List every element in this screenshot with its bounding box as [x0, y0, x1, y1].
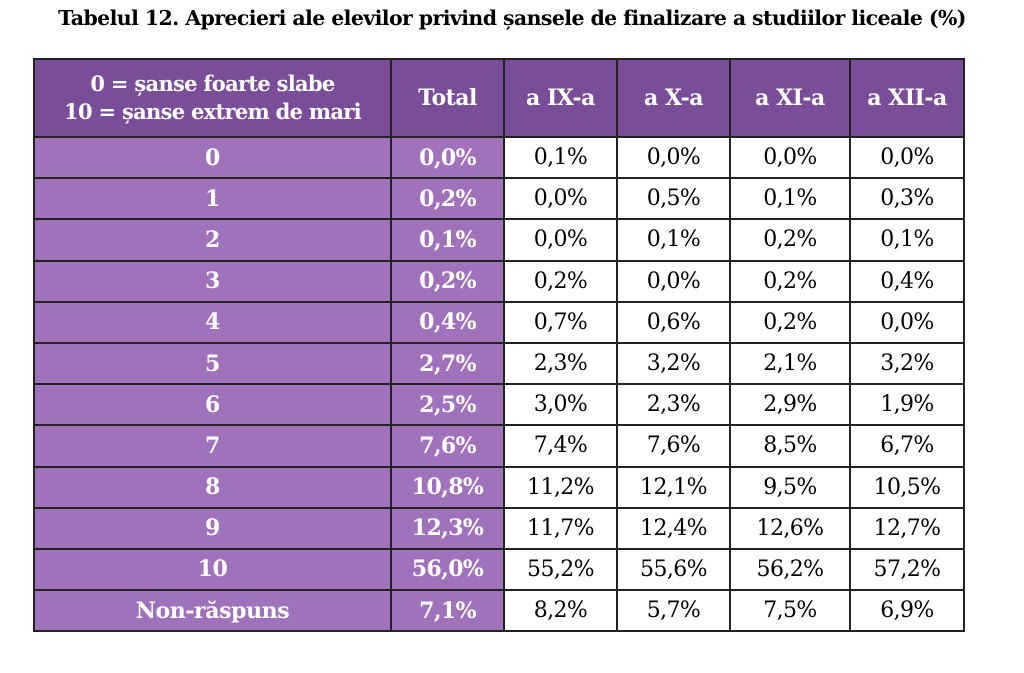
total-cell: 10,8% [390, 465, 505, 509]
value-cell: 11,2% [503, 465, 618, 509]
total-cell: 2,5% [390, 383, 505, 427]
value-cell: 7,6% [616, 424, 731, 468]
row-label: 5 [33, 341, 392, 386]
value-cell: 7,4% [503, 424, 618, 468]
value-cell: 7,5% [729, 589, 851, 633]
total-cell: 0,2% [390, 259, 505, 303]
value-cell: 8,5% [729, 424, 851, 468]
value-cell: 0,2% [729, 300, 851, 344]
row-label: 2 [33, 218, 392, 262]
total-cell: 0,2% [390, 177, 505, 221]
value-cell: 12,1% [616, 465, 731, 509]
row-label: 4 [33, 300, 392, 344]
total-cell: 7,1% [390, 589, 505, 633]
total-cell: 0,0% [390, 135, 505, 180]
value-cell: 0,2% [503, 259, 618, 303]
value-cell: 12,7% [849, 506, 965, 550]
table-row: 1 0,2% 0,0% 0,5% 0,1% 0,3% [33, 177, 965, 221]
table-row: 5 2,7% 2,3% 3,2% 2,1% 3,2% [33, 341, 965, 386]
table-row: 9 12,3% 11,7% 12,4% 12,6% 12,7% [33, 506, 965, 550]
table-row: 2 0,1% 0,0% 0,1% 0,2% 0,1% [33, 218, 965, 262]
value-cell: 0,2% [729, 259, 851, 303]
row-label: 7 [33, 424, 392, 468]
table-row: 8 10,8% 11,2% 12,1% 9,5% 10,5% [33, 465, 965, 509]
value-cell: 2,1% [729, 341, 851, 386]
value-cell: 0,4% [849, 259, 965, 303]
legend-line-2: 10 = șanse extrem de mari [64, 99, 362, 124]
value-cell: 57,2% [849, 547, 965, 592]
value-cell: 56,2% [729, 547, 851, 592]
value-cell: 2,3% [616, 383, 731, 427]
value-cell: 3,2% [616, 341, 731, 386]
value-cell: 9,5% [729, 465, 851, 509]
data-table: 0 = șanse foarte slabe 10 = șanse extrem… [33, 58, 965, 633]
table-row: 7 7,6% 7,4% 7,6% 8,5% 6,7% [33, 424, 965, 468]
legend-header: 0 = șanse foarte slabe 10 = șanse extrem… [33, 58, 392, 138]
header-row: 0 = șanse foarte slabe 10 = șanse extrem… [33, 58, 965, 138]
row-label: 0 [33, 135, 392, 180]
column-header-grade-11: a XI-a [729, 58, 851, 138]
column-header-grade-10: a X-a [616, 58, 731, 138]
row-label: 8 [33, 465, 392, 509]
value-cell: 1,9% [849, 383, 965, 427]
value-cell: 0,0% [616, 135, 731, 180]
value-cell: 0,1% [729, 177, 851, 221]
value-cell: 0,0% [503, 177, 618, 221]
value-cell: 0,0% [849, 135, 965, 180]
row-label: 3 [33, 259, 392, 303]
value-cell: 0,5% [616, 177, 731, 221]
table-title: Tabelul 12. Aprecieri ale elevilor privi… [58, 6, 966, 30]
value-cell: 2,3% [503, 341, 618, 386]
value-cell: 0,7% [503, 300, 618, 344]
row-label: 1 [33, 177, 392, 221]
table-row: 6 2,5% 3,0% 2,3% 2,9% 1,9% [33, 383, 965, 427]
table-row: 4 0,4% 0,7% 0,6% 0,2% 0,0% [33, 300, 965, 344]
column-header-grade-9: a IX-a [503, 58, 618, 138]
total-cell: 2,7% [390, 341, 505, 386]
row-label: 10 [33, 547, 392, 592]
table-body: 0 0,0% 0,1% 0,0% 0,0% 0,0% 1 0,2% 0,0% 0… [33, 135, 965, 633]
table-row: 3 0,2% 0,2% 0,0% 0,2% 0,4% [33, 259, 965, 303]
total-cell: 56,0% [390, 547, 505, 592]
value-cell: 5,7% [616, 589, 731, 633]
value-cell: 0,1% [503, 135, 618, 180]
value-cell: 0,0% [503, 218, 618, 262]
value-cell: 0,0% [849, 300, 965, 344]
value-cell: 3,2% [849, 341, 965, 386]
table-row: 0 0,0% 0,1% 0,0% 0,0% 0,0% [33, 135, 965, 180]
value-cell: 2,9% [729, 383, 851, 427]
value-cell: 10,5% [849, 465, 965, 509]
total-cell: 12,3% [390, 506, 505, 550]
value-cell: 0,0% [729, 135, 851, 180]
value-cell: 0,1% [849, 218, 965, 262]
value-cell: 0,1% [616, 218, 731, 262]
row-label: 9 [33, 506, 392, 550]
total-cell: 0,4% [390, 300, 505, 344]
row-label: 6 [33, 383, 392, 427]
value-cell: 6,9% [849, 589, 965, 633]
row-label: Non-răspuns [33, 589, 392, 633]
value-cell: 0,0% [616, 259, 731, 303]
table-row: Non-răspuns 7,1% 8,2% 5,7% 7,5% 6,9% [33, 589, 965, 633]
value-cell: 12,6% [729, 506, 851, 550]
value-cell: 0,6% [616, 300, 731, 344]
value-cell: 55,6% [616, 547, 731, 592]
column-header-total: Total [390, 58, 505, 138]
total-cell: 0,1% [390, 218, 505, 262]
value-cell: 6,7% [849, 424, 965, 468]
value-cell: 12,4% [616, 506, 731, 550]
value-cell: 3,0% [503, 383, 618, 427]
value-cell: 0,2% [729, 218, 851, 262]
value-cell: 0,3% [849, 177, 965, 221]
value-cell: 8,2% [503, 589, 618, 633]
table-row: 10 56,0% 55,2% 55,6% 56,2% 57,2% [33, 547, 965, 592]
column-header-grade-12: a XII-a [849, 58, 965, 138]
value-cell: 11,7% [503, 506, 618, 550]
legend-line-1: 0 = șanse foarte slabe [90, 71, 335, 96]
value-cell: 55,2% [503, 547, 618, 592]
total-cell: 7,6% [390, 424, 505, 468]
